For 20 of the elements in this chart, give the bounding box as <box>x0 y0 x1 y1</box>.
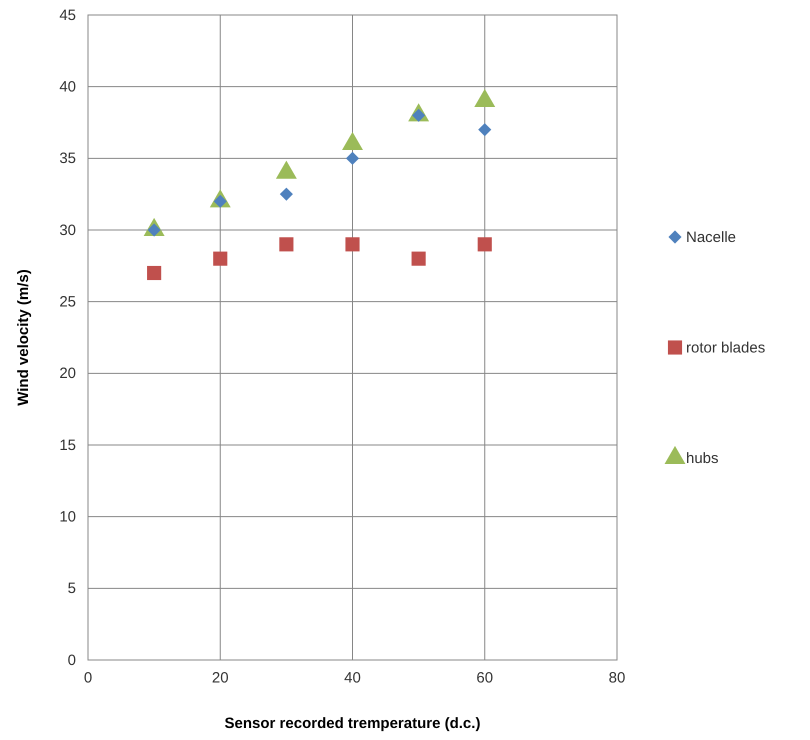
y-tick-label: 45 <box>59 6 76 24</box>
legend-label: Nacelle <box>686 229 736 246</box>
y-tick-label: 10 <box>59 508 76 526</box>
y-tick-label: 20 <box>59 365 76 382</box>
y-tick-label: 0 <box>68 652 76 669</box>
y-tick-label: 5 <box>68 580 76 598</box>
x-axis-title: Sensor recorded tremperature (d.c.) <box>224 715 480 732</box>
legend-label: rotor blades <box>686 340 766 356</box>
x-tick-label: 80 <box>608 670 626 687</box>
y-tick-label: 40 <box>59 78 76 96</box>
x-tick-label: 60 <box>476 670 494 687</box>
y-tick-label: 35 <box>59 150 76 168</box>
y-tick-label: 30 <box>59 222 76 239</box>
y-tick-label: 15 <box>59 436 76 454</box>
x-tick-label: 40 <box>344 670 361 687</box>
x-tick-label: 20 <box>212 670 229 687</box>
y-tick-label: 25 <box>59 293 76 310</box>
x-tick-label: 0 <box>84 670 92 687</box>
legend-label: hubs <box>686 450 719 467</box>
y-axis-title: Wind velocity (m/s) <box>15 269 32 406</box>
